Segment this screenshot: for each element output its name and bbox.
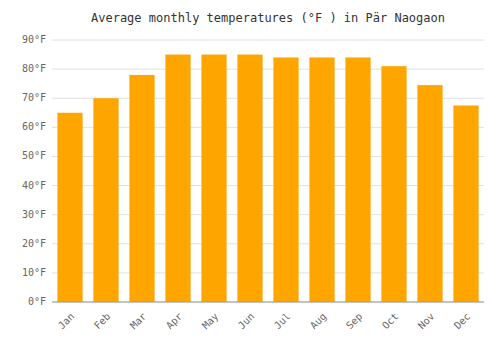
bar — [93, 98, 118, 302]
x-tick-label: Nov — [416, 311, 437, 332]
bar — [417, 85, 442, 302]
bars — [57, 55, 478, 302]
x-tick-label: Apr — [164, 311, 185, 332]
x-tick-label: Sep — [344, 311, 365, 332]
bar — [453, 106, 478, 303]
bar — [381, 66, 406, 302]
chart: 0°F 10°F 20°F 30°F 40°F 50°F 60°F 70°F 80°F 90°F J… — [0, 0, 500, 350]
chart-root: 0°F 10°F 20°F 30°F 40°F 50°F 60°F 70°F 80°F 90°F J… — [0, 0, 500, 350]
x-tick-label: Mar — [128, 311, 149, 332]
x-tick-label: Dec — [452, 311, 473, 332]
y-axis: 0°F 10°F 20°F 30°F 40°F 50°F 60°F 70°F 80°F 90°F — [22, 34, 46, 307]
y-tick-label: 90°F — [22, 34, 46, 45]
title: Average monthly temperatures (°F ) in Pä… — [91, 11, 445, 25]
x-tick-label: Jun — [236, 311, 257, 332]
y-tick-label: 70°F — [22, 92, 46, 103]
bar — [165, 55, 190, 302]
x-tick-label: May — [200, 311, 221, 332]
x-tick-label: Jul — [272, 311, 293, 332]
x-axis: Jan Feb Mar Apr May Jun Jul Aug Sep Oct Nov Dec — [52, 302, 484, 331]
y-tick-label: 10°F — [22, 267, 46, 278]
bar — [129, 75, 154, 302]
y-tick-label: 30°F — [22, 209, 46, 220]
grid-line — [52, 302, 484, 303]
y-tick-label: 50°F — [22, 150, 46, 161]
x-tick-label: Jan — [56, 311, 77, 332]
x-tick-label: Oct — [380, 311, 401, 332]
bar — [237, 55, 262, 302]
x-tick-label: Aug — [308, 311, 329, 332]
x-axis-line — [52, 302, 484, 303]
bar — [201, 55, 226, 302]
bar — [57, 113, 82, 302]
grid-line — [52, 40, 484, 41]
grid-line — [52, 69, 484, 70]
y-tick-label: 60°F — [22, 121, 46, 132]
y-tick-label: 0°F — [28, 296, 46, 307]
x-tick-label: Feb — [92, 311, 113, 332]
bar — [345, 57, 370, 302]
y-tick-label: 40°F — [22, 180, 46, 191]
bar — [309, 57, 334, 302]
bar — [273, 57, 298, 302]
y-tick-label: 20°F — [22, 238, 46, 249]
grid — [52, 40, 484, 302]
y-tick-label: 80°F — [22, 63, 46, 74]
